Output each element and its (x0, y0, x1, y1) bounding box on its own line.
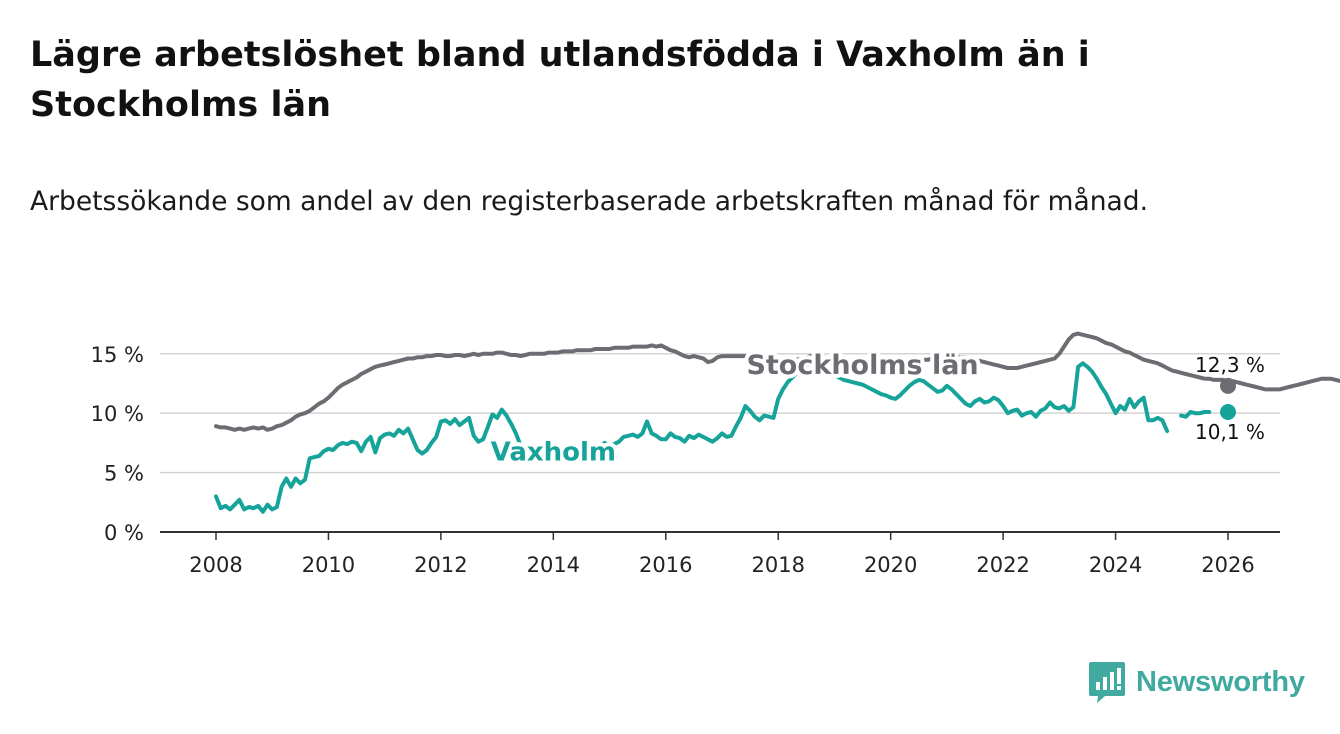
series-end-point (1220, 403, 1236, 420)
series-name-label: Vaxholm (491, 438, 616, 468)
chart-title: Lägre arbetslöshet bland utlandsfödda i … (30, 35, 1090, 125)
x-axis: 2008 2010 2012 2014 2016 2018 2020 2022 2024 2026 (160, 531, 1280, 577)
series-name-label-halo: Stockholms län (746, 350, 978, 381)
x-tick-label: 2012 (414, 553, 467, 577)
series-line-stockholms-lan (214, 331, 1340, 432)
series-name-label-halo: Vaxholm (491, 438, 616, 468)
x-tick-label: 2010 (302, 553, 355, 577)
series-name-label: Stockholms län (746, 350, 978, 381)
brand-name: Newsworthy (1136, 665, 1305, 698)
x-tick-label: 2026 (1201, 553, 1254, 577)
end-value-label: 12,3 % (1195, 353, 1265, 377)
end-value-label-halo: 10,1 % (1195, 420, 1265, 444)
x-tick-label: 2024 (1089, 553, 1142, 577)
chart-subtitle: Arbetssökande som andel av den registerb… (30, 186, 1149, 217)
y-tick-label: 0 % (104, 521, 144, 545)
gridlines (160, 353, 1280, 474)
y-axis-ticks: 0 % 5 % 10 % 15 % (91, 343, 144, 545)
x-tick-label: 2022 (976, 553, 1029, 577)
x-tick-label: 2020 (864, 553, 917, 577)
newsworthy-bar-chart-icon (1089, 662, 1125, 703)
series-lines (214, 331, 1340, 514)
series-end-point (1220, 377, 1236, 394)
x-tick-label: 2018 (751, 553, 804, 577)
end-value-label: 10,1 % (1195, 420, 1265, 444)
end-value-label-halo: 12,3 % (1195, 353, 1265, 377)
series-line-vaxholm (214, 360, 1212, 514)
series-labels: 12,3 %12,3 %10,1 %10,1 %Stockholms länSt… (487, 346, 1268, 472)
y-tick-label: 5 % (104, 462, 144, 486)
x-tick-label: 2016 (639, 553, 692, 577)
x-tick-label: 2014 (527, 553, 580, 577)
newsworthy-logo[interactable]: Newsworthy (1088, 660, 1305, 704)
y-tick-label: 15 % (91, 343, 144, 367)
y-tick-label: 10 % (91, 402, 144, 426)
x-tick-label: 2008 (189, 553, 242, 577)
